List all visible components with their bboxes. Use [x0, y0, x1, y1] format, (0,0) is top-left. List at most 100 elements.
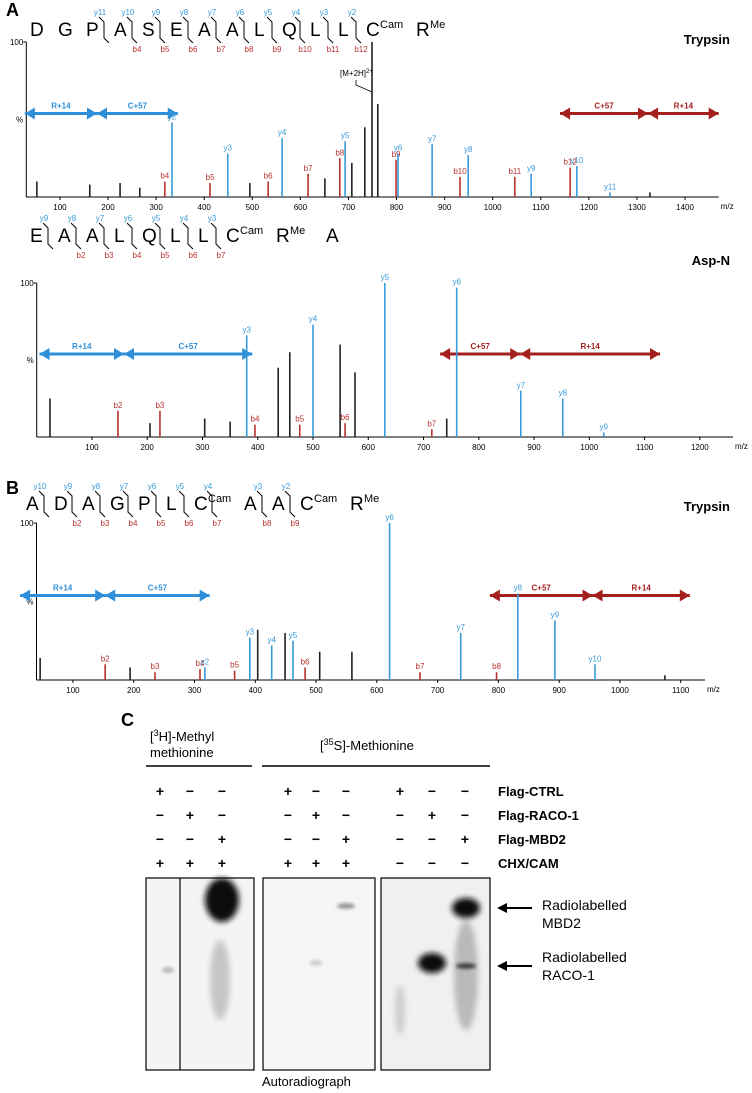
header-sup: 35	[324, 737, 334, 747]
modification: Me	[364, 493, 379, 505]
x-tick-label: 1200	[580, 203, 598, 212]
peak-label: y4	[278, 128, 287, 137]
b-ion-label: b3	[101, 519, 110, 528]
gel-smear	[454, 920, 478, 1030]
residue: E	[170, 20, 183, 41]
y-tick-label: 100	[10, 38, 24, 47]
peak-label: y10	[589, 654, 602, 663]
band-label: MBD2	[542, 915, 581, 931]
peak-label: y3	[242, 325, 251, 334]
arrow-head	[497, 903, 507, 913]
x-tick-label: 800	[390, 203, 404, 212]
x-tick-label: 300	[149, 203, 163, 212]
fragment-bracket	[238, 16, 250, 44]
b-ion-label: b10	[298, 45, 312, 54]
peak-label: b7	[427, 419, 436, 428]
span-head	[592, 589, 603, 602]
span-head	[20, 589, 31, 602]
residue: L	[254, 20, 265, 41]
annotation-sup: 2+	[366, 69, 373, 75]
span-head	[86, 107, 97, 120]
condition-sign: +	[342, 831, 350, 847]
x-tick-label: 700	[417, 443, 431, 452]
peak-label: y3	[224, 144, 233, 153]
fragment-bracket	[294, 16, 306, 44]
y-tick-label: 100	[20, 279, 34, 288]
residue: L	[338, 20, 349, 41]
condition-sign: −	[312, 783, 320, 799]
residue: A	[26, 494, 39, 515]
condition-sign: −	[156, 831, 164, 847]
span-head	[648, 107, 659, 120]
fragment-bracket	[154, 222, 166, 250]
y-ion-label: y11	[94, 8, 107, 17]
row-label: Flag-MBD2	[498, 832, 566, 847]
residue: C	[226, 226, 240, 247]
x-tick-label: 600	[294, 203, 308, 212]
peak-label: b7	[304, 164, 313, 173]
row-label: CHX/CAM	[498, 856, 559, 871]
header: [3H]-Methyl	[150, 728, 214, 744]
modification: Cam	[314, 493, 337, 505]
modification: Cam	[208, 493, 231, 505]
b-ion-label: b7	[217, 45, 226, 54]
b-ion-label: b9	[273, 45, 282, 54]
gel-smear	[395, 985, 405, 1035]
b-ion-label: b3	[105, 251, 114, 260]
residue: A	[226, 20, 239, 41]
x-tick-label: 800	[492, 686, 506, 695]
span-head	[96, 107, 107, 120]
gel-band	[162, 967, 174, 973]
panel-c: C [3H]-Methyl methionine [35S]-Methionin…	[121, 710, 627, 1089]
x-tick-label: 1000	[484, 203, 502, 212]
x-tick-label: 400	[198, 203, 212, 212]
header-sup: 3	[154, 728, 159, 738]
row-label: Flag-CTRL	[498, 784, 564, 799]
x-tick-label: 100	[66, 686, 80, 695]
residue: G	[58, 20, 73, 41]
span-head	[199, 589, 210, 602]
span-head	[39, 348, 50, 360]
condition-sign: +	[396, 783, 404, 799]
y-ion-label: y5	[176, 482, 185, 491]
condition-sign: −	[342, 807, 350, 823]
condition-sign: −	[461, 783, 469, 799]
header-text: [	[320, 738, 324, 753]
x-tick-label: 600	[370, 686, 384, 695]
span-head	[24, 107, 35, 120]
span-label: C+57	[148, 584, 168, 593]
x-tick-label: 1200	[691, 443, 709, 452]
condition-sign: +	[312, 807, 320, 823]
y-tick-label: 100	[20, 519, 34, 528]
residue: L	[198, 226, 209, 247]
span-label: R+14	[580, 342, 600, 351]
peak-label: b11	[508, 167, 521, 176]
y-ion-label: y8	[180, 8, 189, 17]
peak-label: b2	[101, 654, 110, 663]
residue: A	[326, 226, 339, 247]
span-label: R+14	[674, 102, 694, 111]
y-ion-label: y4	[204, 482, 213, 491]
fragment-bracket	[266, 16, 278, 44]
x-tick-label: 200	[101, 203, 115, 212]
y-axis-label: %	[26, 598, 33, 607]
enzyme-label: Asp-N	[692, 253, 730, 268]
y-ion-label: y9	[40, 214, 49, 223]
fragment-bracket	[150, 490, 162, 518]
header: methionine	[150, 745, 214, 760]
peak-label: y6	[452, 278, 461, 287]
residue: A	[82, 494, 95, 515]
peak-label: y9	[599, 422, 608, 431]
peak-label: b3	[155, 401, 164, 410]
fragment-bracket	[182, 222, 194, 250]
y-ion-label: y4	[292, 8, 301, 17]
band-label: RACO-1	[542, 967, 595, 983]
residue: L	[170, 226, 181, 247]
condition-sign: +	[342, 855, 350, 871]
span-label: R+14	[51, 102, 71, 111]
x-tick-label: 1100	[532, 203, 550, 212]
condition-sign: −	[218, 807, 226, 823]
condition-sign: −	[284, 831, 292, 847]
peak-label: b10	[453, 167, 467, 176]
